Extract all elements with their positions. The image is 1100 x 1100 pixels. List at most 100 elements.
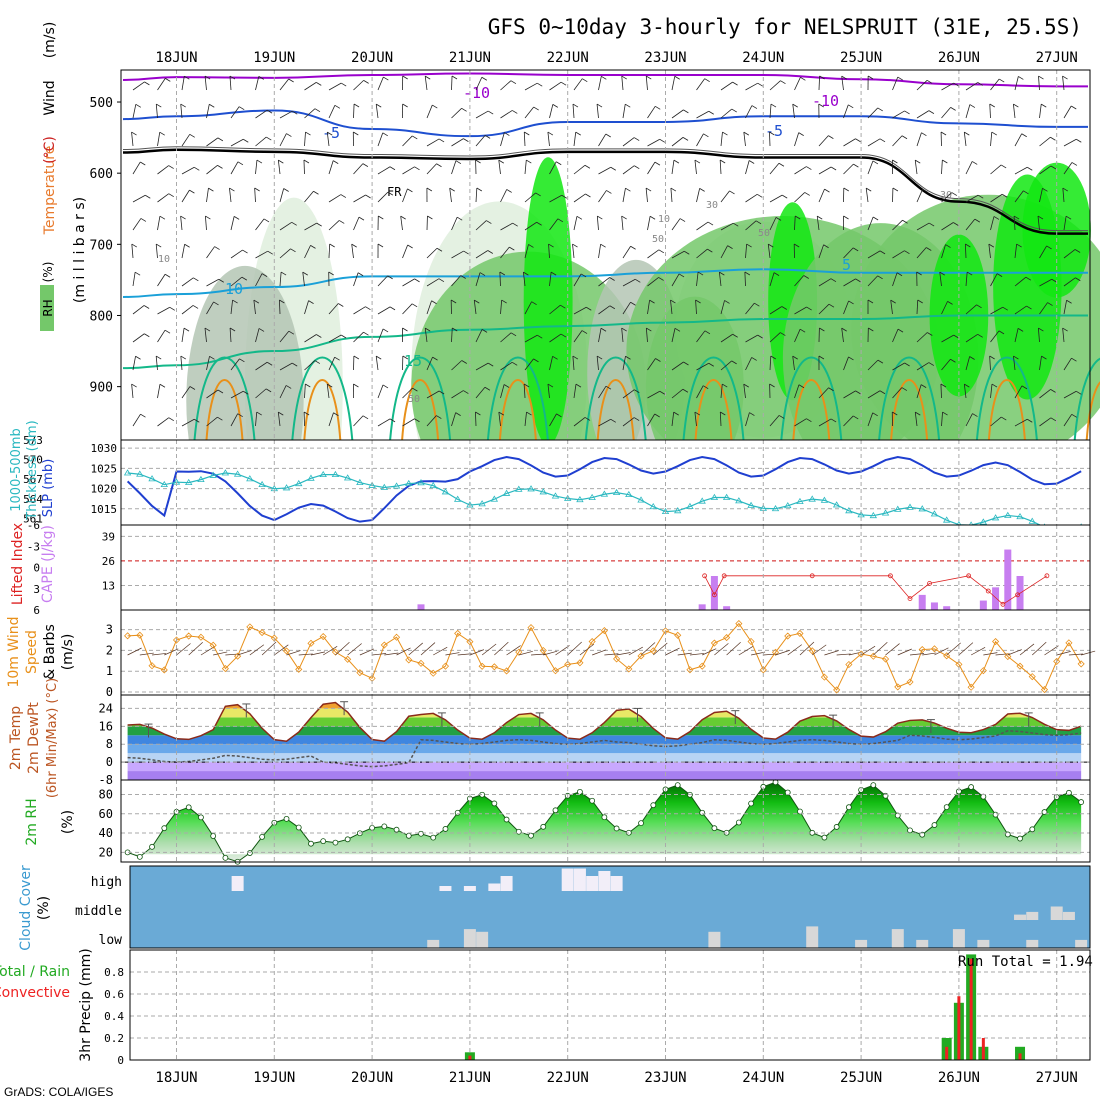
warm-contour	[792, 379, 831, 441]
cape-lifted-index-panel: 39 26 13 -6 -3 0 3 6 Lifted Index CAPE (J/kg)	[10, 519, 1091, 617]
wind-barb	[469, 649, 485, 656]
wind-panel: 3 2 1 0 10m Wind Speed & Barbs (m/s)	[6, 609, 1096, 699]
wind-barb-tick	[1016, 243, 1022, 248]
wind-barb-tick	[896, 272, 903, 277]
wind-barb-tick	[621, 327, 627, 332]
wind-barb	[347, 643, 362, 656]
li-tick: 0	[33, 562, 40, 575]
wind-barb-tick	[1038, 327, 1044, 332]
wind-barb-tick	[484, 135, 491, 139]
wind-barb-tick	[204, 327, 211, 332]
thickness-marker	[515, 485, 523, 492]
wind-barb	[1063, 249, 1076, 259]
wind-barb	[671, 412, 675, 427]
wind-barb	[152, 653, 167, 656]
wind-barb-tick	[487, 110, 494, 115]
wind-barb	[426, 138, 440, 147]
cloud-cell-low	[708, 931, 721, 948]
wind-speed-marker	[209, 641, 217, 649]
wind-barb-tick	[708, 362, 714, 367]
wind-barb-tick	[901, 135, 908, 140]
wind-barb	[279, 248, 291, 259]
wind-barb	[745, 160, 750, 175]
wind-barb-tick	[778, 162, 785, 167]
wind-barb	[524, 192, 536, 203]
wind-barb-tick	[746, 243, 752, 248]
wind-barb	[1039, 165, 1052, 175]
thickness-marker	[490, 495, 499, 502]
wind-barb	[157, 306, 170, 315]
rh-frame	[120, 779, 1091, 863]
wind-barb	[304, 132, 306, 147]
teal-contour	[389, 356, 452, 441]
wind-barb	[671, 109, 684, 119]
wind-barb	[970, 647, 986, 656]
cloud-cell-low	[463, 929, 476, 948]
wind-barb-tick	[526, 159, 532, 164]
thickness-marker	[405, 479, 413, 487]
wind-barb	[622, 356, 626, 371]
wind-barb-tick	[572, 243, 578, 248]
wind-barb-tick	[450, 299, 457, 304]
wind-barb	[769, 131, 771, 147]
wind-barb-tick	[288, 78, 294, 83]
thickness-marker	[576, 495, 584, 503]
wind-speed-marker	[124, 632, 132, 640]
wind-barb	[867, 250, 881, 259]
rh-marker	[1017, 835, 1023, 842]
wind-barb-tick	[743, 383, 749, 388]
wind-barb	[328, 160, 334, 175]
wind-barb	[132, 104, 137, 119]
wind-barb-tick	[155, 243, 162, 248]
wind-barb-tick	[1018, 76, 1024, 80]
wind-barb-tick	[695, 299, 701, 304]
wind-barb	[696, 133, 704, 147]
wind-barb	[181, 277, 194, 287]
wind-barb	[964, 243, 967, 259]
wind-barb-tick	[872, 160, 879, 165]
wind-barb	[990, 193, 1003, 203]
wind-barb-tick	[630, 245, 636, 250]
wind-barb-tick	[552, 356, 558, 360]
wind-barb-tick	[290, 248, 296, 253]
wind-speed-marker	[490, 663, 498, 671]
wind-barb	[867, 412, 874, 427]
wind-barb	[475, 272, 481, 287]
wind-barb-tick	[233, 216, 240, 220]
top-date-27JUN: 27JUN	[1036, 50, 1078, 66]
wind-barb	[1081, 650, 1096, 656]
wind-barb-tick	[316, 334, 322, 338]
wind-barb	[867, 138, 881, 147]
wind-barb-tick	[131, 131, 137, 136]
wind-speed-marker	[735, 620, 743, 628]
cape-bg	[121, 525, 1090, 610]
thickness-marker	[808, 495, 816, 502]
wind-barb-tick	[184, 243, 190, 248]
wind-barb-tick	[872, 412, 878, 417]
wind-barb	[941, 301, 948, 315]
dewpoint-line	[127, 730, 1082, 768]
wind-barb-tick	[302, 271, 308, 276]
rh-marker	[589, 797, 596, 804]
wind-barb	[402, 166, 415, 175]
wind-barb-tick	[633, 417, 640, 421]
wind-barb-tick	[353, 355, 360, 360]
wind-barb	[769, 194, 783, 203]
wind-barb-tick	[526, 411, 532, 416]
wind-barb	[598, 166, 611, 175]
thickness-marker	[197, 475, 205, 483]
wind-barb-tick	[679, 218, 686, 222]
wind-barb	[451, 160, 457, 175]
wind-barb	[524, 358, 534, 371]
wind-barb	[500, 80, 512, 91]
wind-barb	[181, 166, 195, 175]
cape-bar	[698, 604, 706, 610]
wind-barb	[426, 163, 437, 175]
wind-barb	[157, 329, 166, 343]
wind-barb-tick	[928, 110, 935, 114]
li-marker	[927, 581, 932, 586]
wind-barb-tick	[724, 300, 730, 304]
thickness-marker	[686, 502, 694, 509]
wind-barb-tick	[658, 249, 665, 254]
wind-barb-tick	[580, 273, 587, 278]
